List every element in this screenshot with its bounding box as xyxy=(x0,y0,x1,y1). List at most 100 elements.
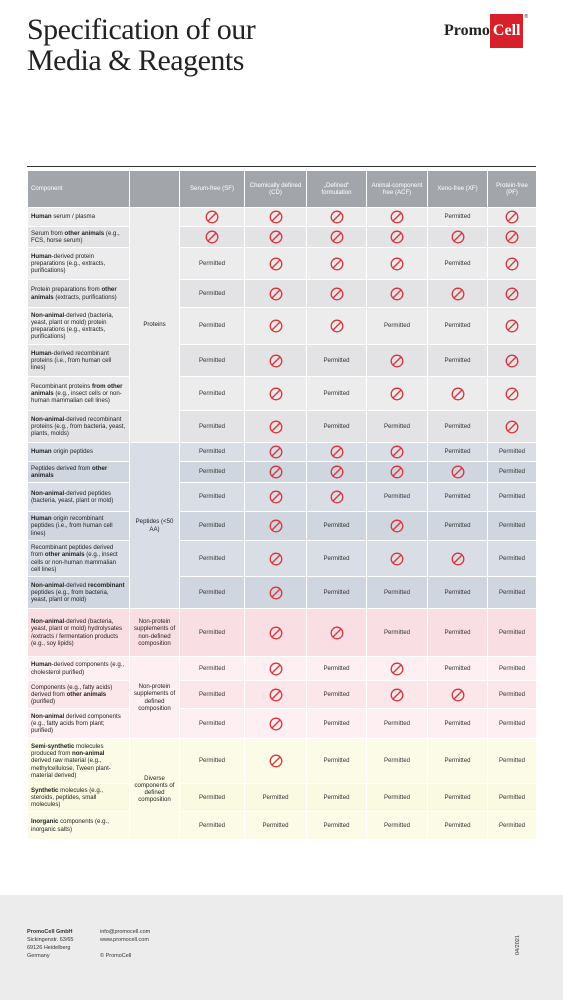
component-bold: Inorganic xyxy=(31,818,59,826)
column-header xyxy=(129,170,180,208)
component-text: -derived peptides (bacteria, yeast, plan… xyxy=(31,489,114,504)
permitted-text: Permitted xyxy=(383,322,411,330)
permitted-text: Permitted xyxy=(323,793,350,801)
table-row: Human-derived protein preparations (e.g.… xyxy=(27,247,537,280)
component-cell: Non-animal derived components (e.g., fat… xyxy=(27,708,130,739)
table-row: Human origin recombinant peptides (i.e.,… xyxy=(27,511,537,541)
table-row: Non-animal-derived recombinant peptides … xyxy=(27,576,537,609)
permitted-text: Permitted xyxy=(198,821,226,829)
status-cell: Permitted xyxy=(487,708,537,739)
prohibited-icon xyxy=(390,552,404,565)
status-cell: Permitted xyxy=(306,540,367,577)
prohibited-icon xyxy=(390,688,404,701)
permitted-text: Permitted xyxy=(444,213,471,221)
prohibited-icon xyxy=(390,662,404,675)
status-cell: Permitted xyxy=(427,410,488,443)
website: www.promocell.com xyxy=(100,937,149,943)
address-block: PromoCell GmbH Sickingenstr. 63/65 69126… xyxy=(27,928,73,960)
status-cell: Permitted xyxy=(427,247,488,280)
prohibited-icon xyxy=(451,287,464,300)
permitted-text: Permitted xyxy=(323,664,350,672)
component-text: derived components (e.g., fatty acids fr… xyxy=(31,712,121,735)
component-text: -derived recombinant proteins (e.g., fro… xyxy=(31,415,126,438)
status-cell: Permitted xyxy=(427,207,488,227)
permitted-text: Permitted xyxy=(198,356,226,364)
copyright: © PromoCell xyxy=(100,953,132,959)
permitted-text: Permitted xyxy=(498,448,526,456)
prohibited-icon xyxy=(390,257,404,270)
component-cell: Non-animal-derived recombinant peptides … xyxy=(27,576,130,609)
prohibited-icon xyxy=(330,257,343,270)
status-cell: Permitted xyxy=(427,344,488,377)
component-bold: recombinant xyxy=(87,581,125,589)
permitted-text: Permitted xyxy=(444,628,471,636)
prohibited-icon xyxy=(505,210,519,224)
group-label: Non-protein supplements of defined compo… xyxy=(129,656,180,739)
status-cell xyxy=(244,279,307,308)
status-cell: Permitted xyxy=(306,783,367,812)
status-cell xyxy=(179,226,245,248)
status-cell: Permitted xyxy=(487,576,537,609)
permitted-text: Permitted xyxy=(383,821,411,829)
status-cell: Permitted xyxy=(487,461,537,483)
status-cell: Permitted xyxy=(179,811,245,840)
permitted-text: Permitted xyxy=(498,690,526,698)
component-text: Serum from xyxy=(31,229,65,237)
status-cell: Permitted xyxy=(427,576,488,609)
status-cell: Permitted xyxy=(179,540,245,577)
status-cell xyxy=(366,442,428,462)
permitted-text: Permitted xyxy=(198,719,226,727)
table-row: Non-animal-derived peptides (bacteria, y… xyxy=(27,482,537,512)
component-bold: Non-animal xyxy=(31,581,65,589)
permitted-text: Permitted xyxy=(323,757,350,765)
component-bold: Non-animal xyxy=(31,712,65,720)
rule xyxy=(27,166,536,167)
component-cell: Non-animal-derived peptides (bacteria, y… xyxy=(27,482,130,512)
status-cell xyxy=(487,226,537,248)
status-cell xyxy=(427,279,488,308)
permitted-text: Permitted xyxy=(498,522,526,530)
component-bold: Non-animal xyxy=(31,489,65,497)
status-cell: Permitted xyxy=(366,708,428,739)
table-row: Human serum / plasma Proteins Permitted xyxy=(27,207,537,443)
component-text: serum / plasma xyxy=(51,213,96,221)
component-bold: other animals xyxy=(66,690,107,698)
prohibited-icon xyxy=(269,354,282,367)
prohibited-icon xyxy=(390,287,404,300)
permitted-text: Permitted xyxy=(323,588,350,596)
status-cell: Permitted xyxy=(306,511,367,541)
permitted-text: Permitted xyxy=(444,448,471,456)
prohibited-icon xyxy=(269,465,282,479)
component-cell: Non-animal-derived recombinant proteins … xyxy=(27,410,130,443)
group-label: Diverse components of defined compositio… xyxy=(129,738,180,840)
component-bold: Synthetic xyxy=(31,786,59,794)
status-cell: Permitted xyxy=(487,442,537,462)
group-label: Peptides (<50 AA) xyxy=(129,442,180,609)
prohibited-icon xyxy=(269,519,282,533)
status-cell xyxy=(244,511,307,541)
header-row: Component Serum-free (SF) Chemically defi… xyxy=(27,170,537,208)
permitted-text: Permitted xyxy=(444,757,471,765)
table-row: Human origin peptides Peptides (<50 AA) Pe… xyxy=(27,442,537,609)
status-cell xyxy=(244,540,307,577)
permitted-text: Permitted xyxy=(444,356,471,364)
status-cell: Permitted xyxy=(179,442,245,462)
prohibited-icon xyxy=(269,420,282,433)
component-bold: other animals xyxy=(44,551,85,559)
status-cell xyxy=(487,410,537,443)
prohibited-icon xyxy=(505,319,519,333)
prohibited-icon xyxy=(390,465,404,479)
component-bold: Human xyxy=(31,448,52,456)
component-bold: Human xyxy=(31,252,52,260)
prohibited-icon xyxy=(390,354,404,367)
table-row: Semi-synthetic molecules produced from n… xyxy=(27,738,537,840)
status-cell xyxy=(244,410,307,443)
status-cell xyxy=(244,608,307,657)
permitted-text: Permitted xyxy=(498,757,526,765)
permitted-text: Permitted xyxy=(444,793,471,801)
status-cell xyxy=(244,708,307,739)
component-text: (extracts, purifications) xyxy=(53,293,117,301)
status-cell: Permitted xyxy=(179,738,245,784)
permitted-text: Permitted xyxy=(198,259,226,267)
prohibited-icon xyxy=(330,319,343,333)
